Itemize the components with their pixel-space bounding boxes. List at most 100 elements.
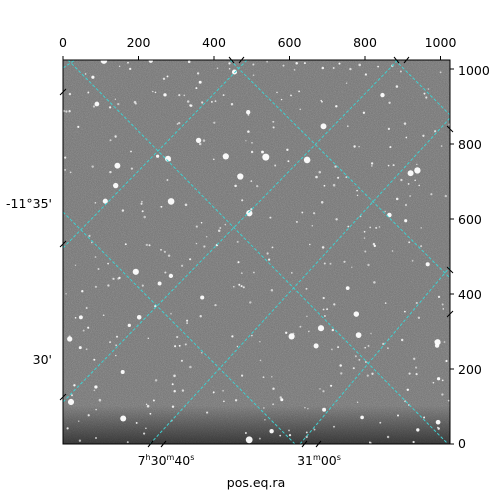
star <box>322 407 327 412</box>
star <box>441 379 444 382</box>
star <box>330 384 333 387</box>
star <box>364 361 367 363</box>
star <box>384 302 387 304</box>
star <box>389 146 392 149</box>
star <box>271 246 274 249</box>
star <box>168 273 174 279</box>
star <box>364 346 367 349</box>
star <box>213 158 215 161</box>
star <box>378 226 381 228</box>
star <box>140 200 143 203</box>
star <box>392 164 395 167</box>
grid-line <box>63 60 76 69</box>
star <box>162 77 166 81</box>
star <box>186 319 189 322</box>
star <box>68 335 71 338</box>
top-tick-label: 600 <box>278 35 302 50</box>
star <box>143 432 146 435</box>
star <box>228 62 231 65</box>
star <box>91 75 95 79</box>
star <box>228 68 231 70</box>
star <box>141 284 144 287</box>
tick-mark <box>301 440 308 448</box>
star <box>94 202 97 204</box>
star <box>412 440 415 444</box>
star <box>391 250 394 252</box>
star <box>154 379 158 382</box>
star <box>373 244 376 248</box>
star <box>280 398 284 402</box>
star <box>345 176 348 178</box>
star <box>203 245 206 248</box>
tick-mark <box>403 56 410 64</box>
star <box>77 125 80 128</box>
star <box>114 135 117 138</box>
top-tick-label: 800 <box>353 35 377 50</box>
star <box>214 303 217 307</box>
star <box>180 264 184 267</box>
star <box>94 256 97 258</box>
star <box>408 241 411 244</box>
star <box>272 403 275 406</box>
star <box>152 90 154 93</box>
star <box>269 428 274 434</box>
star <box>200 221 203 224</box>
star <box>187 60 191 63</box>
star <box>69 171 72 174</box>
star <box>195 225 198 228</box>
tick-mark <box>59 240 67 248</box>
star <box>74 264 77 267</box>
star <box>184 343 187 346</box>
star <box>440 145 443 147</box>
star <box>259 359 262 362</box>
star <box>262 153 270 161</box>
star <box>407 182 410 185</box>
star <box>170 312 172 315</box>
star <box>423 416 426 419</box>
star <box>250 150 254 154</box>
tick-mark <box>315 440 322 448</box>
star <box>319 388 321 390</box>
star <box>65 110 68 113</box>
star <box>400 338 404 342</box>
star <box>222 389 224 392</box>
star <box>200 351 203 354</box>
star <box>94 385 98 389</box>
star <box>420 245 423 248</box>
star <box>333 425 335 428</box>
star <box>231 335 234 338</box>
bottom-tick-label-ra: 31m00s <box>297 453 341 468</box>
star <box>87 326 90 329</box>
star <box>432 381 435 384</box>
star <box>213 121 216 124</box>
star <box>266 252 269 255</box>
right-tick-label: 600 <box>458 212 482 227</box>
star <box>259 340 261 343</box>
star <box>109 170 112 174</box>
star <box>364 73 367 76</box>
star <box>114 162 121 169</box>
star <box>272 120 275 123</box>
star <box>71 394 73 397</box>
star <box>447 399 450 402</box>
star <box>371 165 373 167</box>
star <box>115 344 118 347</box>
star <box>295 62 298 65</box>
star <box>200 295 205 300</box>
star <box>240 272 243 274</box>
star <box>285 331 288 334</box>
star <box>91 165 94 168</box>
star <box>178 94 181 97</box>
star <box>222 153 229 160</box>
star <box>347 225 350 228</box>
star <box>120 415 127 422</box>
star <box>195 137 202 144</box>
star <box>90 241 93 244</box>
star <box>418 184 420 187</box>
star <box>201 101 204 104</box>
star <box>224 223 227 226</box>
star <box>349 67 352 71</box>
star <box>95 437 97 439</box>
star <box>129 67 132 71</box>
star <box>98 398 102 402</box>
